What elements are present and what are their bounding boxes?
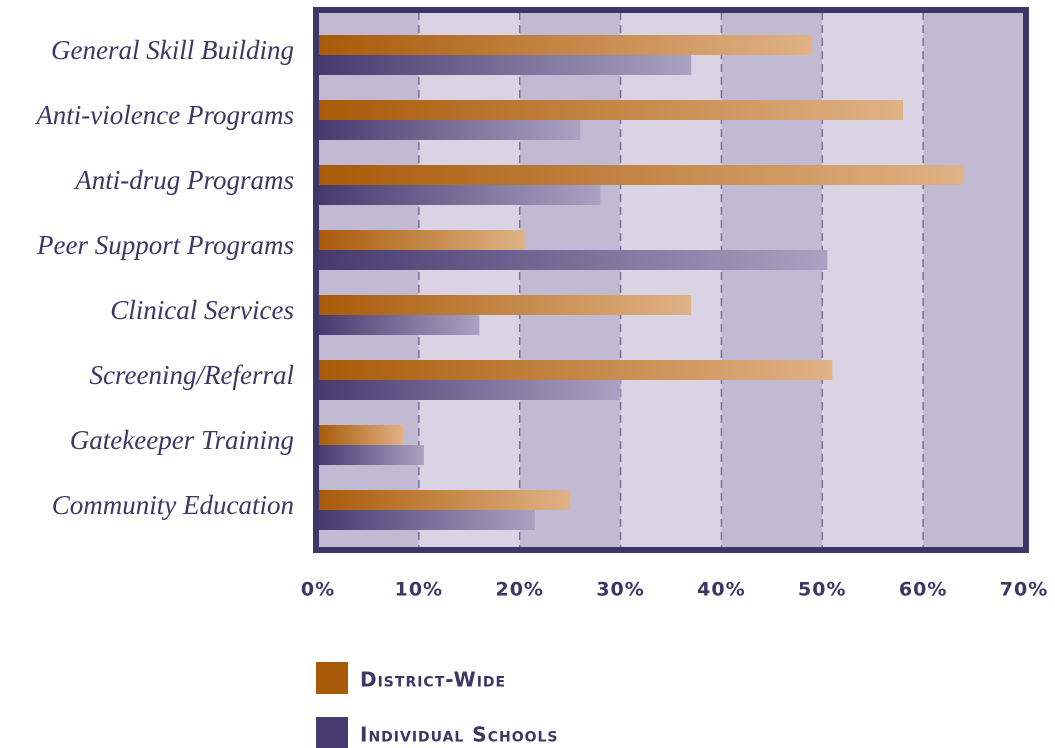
category-label: Clinical Services [110,295,294,325]
plot-band [318,12,419,548]
x-tick-label: 10% [395,579,443,601]
bar [318,425,404,445]
plot-band [923,12,1024,548]
x-tick-label: 40% [697,579,745,601]
plot-band [620,12,722,548]
category-label: General Skill Building [51,35,294,65]
category-label: Gatekeeper Training [70,425,294,455]
bar [318,35,813,55]
bar [318,165,964,185]
plot-band [418,12,520,548]
category-label: Anti-drug Programs [73,165,294,195]
bar [318,55,692,75]
plot-band [721,12,823,548]
bar [318,100,903,120]
bar [318,315,480,335]
category-label: Peer Support Programs [36,230,294,260]
plot-border [313,7,1029,553]
category-label: Anti-violence Programs [34,100,294,130]
category-label: Screening/Referral [90,360,294,390]
bar [318,510,535,530]
x-tick-label: 50% [798,579,846,601]
x-tick-label: 60% [899,579,947,601]
legend-swatch [316,717,348,748]
legend-label: Individual Schools [360,723,559,747]
x-tick-label: 70% [1000,579,1048,601]
plot-band [822,12,924,548]
x-tick-label: 20% [495,579,543,601]
bar [318,360,833,380]
bar [318,230,525,250]
plot-band [519,12,621,548]
category-label: Community Education [52,490,294,520]
bar [318,250,828,270]
bar [318,185,601,205]
legend-swatch [316,662,348,694]
x-tick-label: 30% [596,579,644,601]
legend-label: District-Wide [360,668,506,692]
bar [318,445,424,465]
bar [318,490,571,510]
bar [318,295,692,315]
bar [318,380,621,400]
x-tick-label: 0% [301,579,335,601]
bar [318,120,581,140]
